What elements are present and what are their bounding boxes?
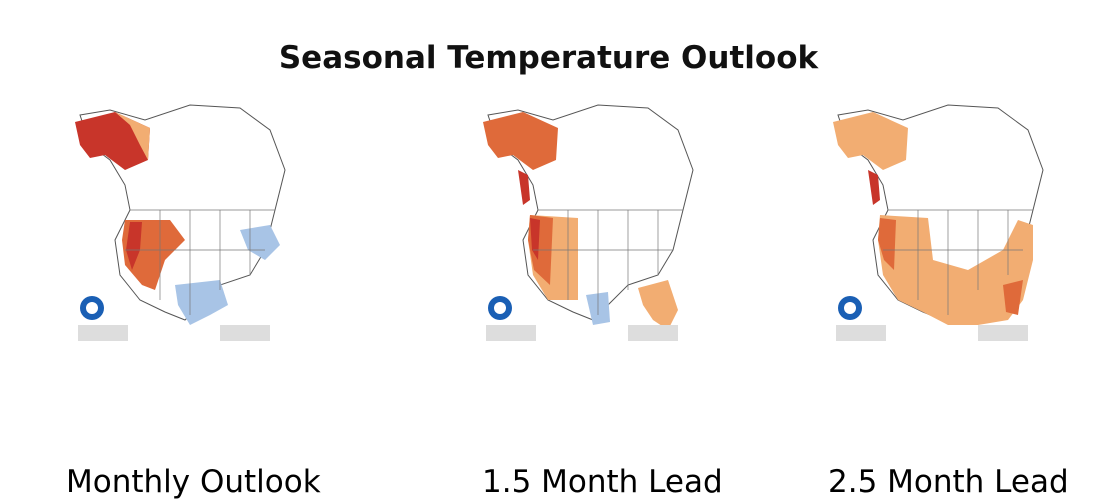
caption-1-5-month-lead: 1.5 Month Lead — [482, 464, 723, 500]
page-title: Seasonal Temperature Outlook — [278, 40, 819, 76]
outlook-map-monthly — [75, 104, 286, 341]
map-panel-monthly: Monthly Outlook — [66, 100, 321, 500]
outlook-map-1-5-month — [483, 104, 694, 341]
map-panel-2-5-month: 2.5 Month Lead — [828, 100, 1069, 500]
caption-2-5-month-lead: 2.5 Month Lead — [828, 464, 1069, 500]
caption-monthly-outlook: Monthly Outlook — [66, 464, 321, 500]
map-panel-1-5-month: 1.5 Month Lead — [478, 100, 723, 500]
outlook-map-2-5-month — [833, 104, 1044, 341]
